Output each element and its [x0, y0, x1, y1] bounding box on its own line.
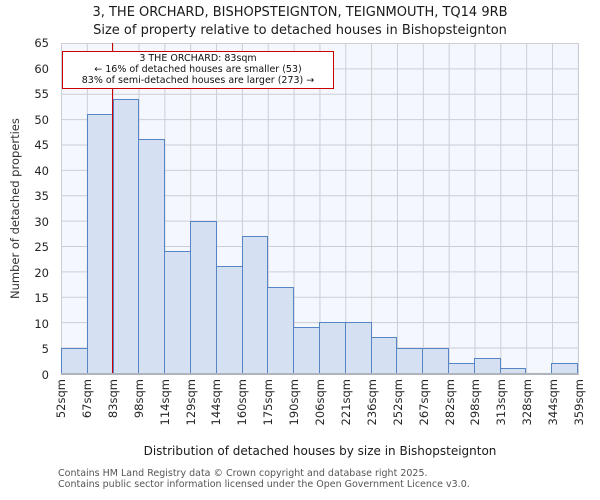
x-tick-label: 359sqm: [572, 379, 586, 426]
histogram-bar: [447, 362, 475, 373]
chart-title: 3, THE ORCHARD, BISHOPSTEIGNTON, TEIGNMO…: [92, 5, 508, 20]
histogram-bar: [61, 347, 88, 373]
annotation-box: 3 THE ORCHARD: 83sqm ← 16% of detached h…: [62, 51, 334, 89]
histogram-bar: [112, 98, 140, 373]
x-tick-label: 313sqm: [494, 379, 509, 426]
y-tick-label: 50: [34, 112, 49, 127]
x-tick-label: 52sqm: [54, 379, 68, 419]
histogram-bar: [138, 139, 166, 373]
histogram-bar: [215, 266, 243, 373]
histogram-bar: [189, 220, 217, 373]
plot-area: 3 THE ORCHARD: 83sqm ← 16% of detached h…: [61, 43, 579, 375]
y-tick-label: 60: [34, 61, 49, 76]
x-tick-label: 160sqm: [235, 379, 250, 426]
y-tick-label: 20: [34, 265, 49, 280]
attribution-footer: Contains HM Land Registry data © Crown c…: [58, 468, 470, 490]
y-tick-label: 25: [34, 240, 49, 255]
x-tick-label: 83sqm: [105, 379, 120, 419]
x-tick-label: 267sqm: [416, 379, 431, 426]
histogram-bar: [473, 357, 501, 373]
histogram-bar: [499, 367, 527, 373]
y-tick-label: 10: [34, 316, 49, 331]
histogram-bar: [293, 327, 320, 373]
y-tick-label: 0: [41, 368, 49, 382]
annotation-line-1: 3 THE ORCHARD: 83sqm: [139, 53, 257, 64]
y-tick-label: 30: [34, 214, 49, 229]
x-tick-label: 344sqm: [546, 379, 561, 426]
y-tick-label: 35: [34, 189, 49, 204]
subject-property-marker-line: [111, 43, 114, 373]
histogram-bar: [551, 362, 578, 373]
histogram-bar: [241, 235, 269, 373]
x-tick-label: 328sqm: [520, 379, 535, 426]
y-tick-label: 55: [34, 87, 49, 102]
chart-subtitle: Size of property relative to detached ho…: [93, 23, 507, 38]
x-tick-label: 67sqm: [79, 379, 94, 419]
y-axis-tick-labels: 0 5 10 15 20 25 30 35 40 45 50 55 60 65: [0, 36, 55, 382]
x-axis-title: Distribution of detached houses by size …: [143, 444, 497, 458]
x-tick-label: 175sqm: [261, 379, 276, 426]
histogram-bar: [164, 251, 191, 373]
x-tick-label: 190sqm: [287, 379, 302, 426]
histogram-bar: [370, 337, 398, 373]
y-tick-label: 40: [34, 163, 49, 178]
x-tick-label: 144sqm: [209, 379, 224, 426]
y-tick-label: 15: [34, 291, 49, 306]
y-tick-label: 45: [34, 138, 49, 153]
footer-line-1: Contains HM Land Registry data © Crown c…: [58, 468, 428, 479]
histogram-bar: [396, 347, 424, 373]
footer-line-2: Contains public sector information licen…: [58, 478, 470, 490]
x-tick-label: 114sqm: [157, 379, 172, 426]
histogram-bar: [267, 286, 295, 373]
x-tick-label: 221sqm: [338, 379, 353, 426]
annotation-line-3: 83% of semi-detached houses are larger (…: [81, 75, 315, 87]
x-tick-label: 98sqm: [131, 379, 146, 419]
annotation-line-2: ← 16% of detached houses are smaller (53…: [94, 64, 302, 76]
x-tick-label: 252sqm: [390, 379, 405, 426]
y-tick-label: 5: [41, 342, 49, 357]
x-tick-label: 282sqm: [442, 379, 457, 426]
x-tick-label: 129sqm: [183, 379, 198, 426]
histogram-bar: [422, 347, 449, 373]
histogram-bar: [344, 322, 372, 373]
x-axis-tick-labels: 52sqm 67sqm 83sqm 98sqm 114sqm 129sqm 144sqm 16…: [54, 377, 586, 437]
x-tick-label: 206sqm: [313, 379, 327, 426]
histogram-bar: [318, 322, 346, 373]
histogram-bar: [86, 114, 114, 373]
x-tick-label: 236sqm: [364, 379, 379, 426]
y-tick-label: 65: [34, 36, 49, 50]
x-tick-label: 298sqm: [468, 379, 483, 426]
histogram-bars: [61, 43, 578, 373]
